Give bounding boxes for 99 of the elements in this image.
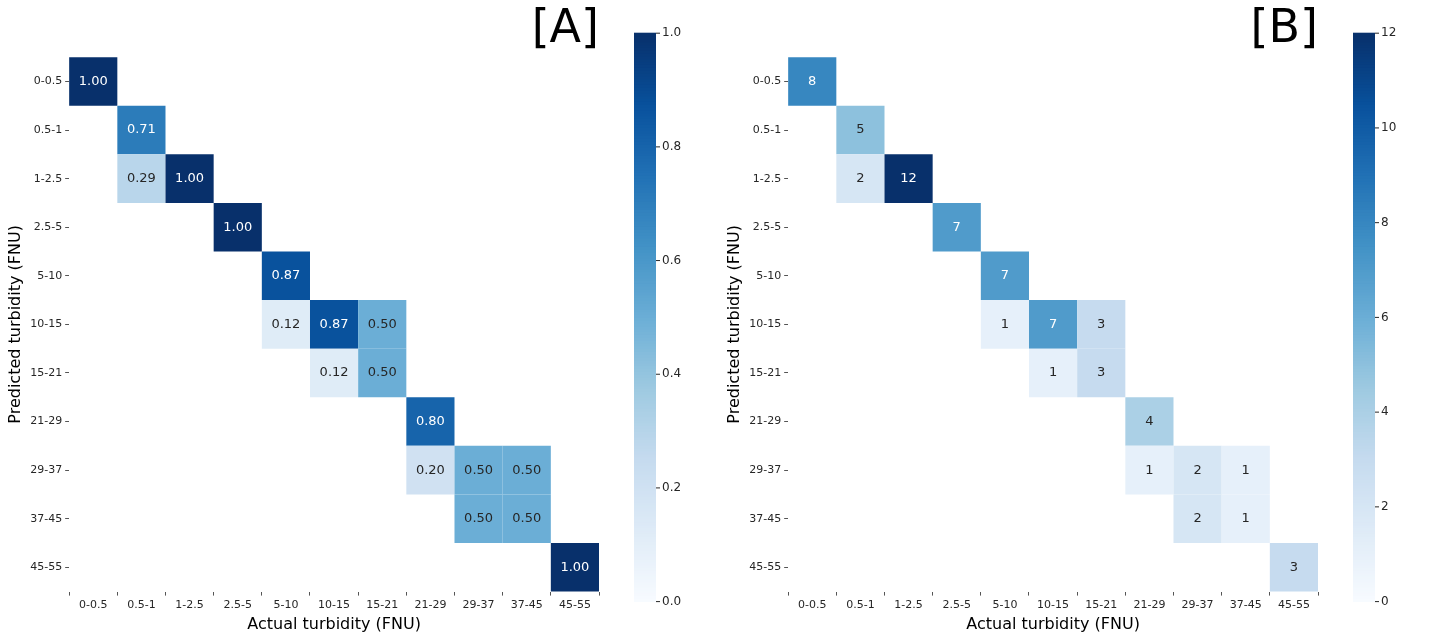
x-tick-label: 29-37 (462, 598, 495, 612)
y-tick-label: 0-0.5 (33, 74, 63, 88)
x-tick-label: 0-0.5 (79, 598, 108, 612)
y-tick-label: 5-10 (756, 268, 782, 282)
data-label: 0.12 (319, 364, 349, 380)
y-tick-label: 15-21 (30, 365, 63, 379)
y-tick-label: 0-0.5 (752, 74, 782, 88)
data-label: 3 (1289, 558, 1299, 574)
x-axis-title: Actual turbidity (FNU) (966, 613, 1140, 633)
y-tick-label: 45-55 (30, 560, 63, 574)
color-bar-label: 12 (1381, 25, 1397, 40)
color-bar-label: 0.0 (662, 593, 682, 608)
x-tick-label: 37-45 (510, 598, 543, 612)
y-axis-title: Predicted turbidity (FNU) (4, 225, 24, 424)
x-tick-label: 15-21 (366, 598, 399, 612)
x-tick-label: 5-10 (273, 598, 299, 612)
y-tick-label: 29-37 (749, 463, 782, 476)
data-label: 0.20 (415, 461, 445, 477)
color-bar-label: 6 (1381, 309, 1389, 324)
x-tick-label: 45-55 (1277, 598, 1310, 612)
x-tick-label: 1-2.5 (175, 598, 204, 612)
y-tick-label: 15-21 (749, 365, 782, 379)
data-label: 1 (1241, 510, 1250, 526)
color-bar-label: 0.4 (662, 366, 682, 381)
data-label: 5 (856, 121, 865, 137)
data-label: 1 (1000, 315, 1010, 331)
x-tick-label: 29-37 (1181, 598, 1214, 612)
data-label: 0.80 (415, 412, 445, 428)
chart-title: [A] (531, 0, 599, 53)
data-label: 7 (952, 218, 961, 234)
y-tick-label: 1-2.5 (33, 171, 63, 185)
data-label: 2 (1193, 510, 1202, 526)
color-bar-label: 4 (1381, 404, 1389, 419)
y-tick-label: 10-15 (749, 317, 782, 331)
y-tick-label: 2.5-5 (752, 220, 782, 234)
data-label: 1 (1048, 364, 1058, 380)
x-tick-label: 21-29 (1133, 598, 1166, 612)
data-label: 2 (856, 170, 865, 186)
data-label: 3 (1097, 315, 1106, 331)
x-tick-label: 37-45 (1229, 598, 1262, 612)
data-label: 8 (808, 72, 817, 88)
y-axis-title: Predicted turbidity (FNU) (723, 225, 743, 424)
data-label: 4 (1145, 412, 1154, 428)
data-label: 1.00 (175, 170, 205, 186)
data-label: 2 (1193, 461, 1202, 477)
y-tick-label: 2.5-5 (33, 220, 63, 234)
data-label: 0.87 (271, 267, 301, 283)
x-tick-label: 45-55 (558, 598, 591, 612)
y-tick-label: 5-10 (37, 268, 63, 282)
y-tick-label: 45-55 (749, 560, 782, 574)
data-label: 1.00 (560, 558, 590, 574)
y-tick-label: 29-37 (30, 463, 63, 476)
color-bar-label: 0.6 (662, 252, 682, 267)
data-label: 7 (1048, 315, 1058, 331)
x-tick-label: 2.5-5 (223, 598, 252, 612)
data-label: 7 (1000, 267, 1010, 283)
color-bar-label: 10 (1381, 120, 1397, 135)
data-label: 0.87 (319, 315, 349, 331)
y-tick-label: 1-2.5 (752, 171, 782, 185)
chart-title: [B] (1250, 0, 1318, 53)
color-bar-label: 1.0 (662, 25, 682, 40)
data-label: 0.50 (464, 461, 494, 477)
data-label: 1.00 (223, 218, 253, 234)
x-tick-label: 2.5-5 (942, 598, 971, 612)
x-tick-label: 0-0.5 (798, 598, 827, 612)
data-label: 12 (900, 170, 917, 186)
data-label: 0.50 (367, 315, 397, 331)
x-tick-label: 10-15 (1037, 598, 1070, 612)
x-axis-title: Actual turbidity (FNU) (247, 613, 421, 633)
color-bar-label: 2 (1381, 498, 1389, 513)
color-bar-label: 8 (1381, 214, 1389, 229)
data-label: 0.50 (512, 461, 542, 477)
y-tick-label: 0.5-1 (752, 122, 782, 136)
data-label: 0.50 (464, 510, 494, 526)
data-label: 0.29 (126, 170, 156, 186)
color-bar-label: 0 (1381, 593, 1389, 608)
data-label: 0.71 (126, 121, 156, 137)
x-tick-label: 21-29 (414, 598, 447, 612)
y-tick-label: 21-29 (30, 414, 63, 428)
data-label: 0.50 (367, 364, 397, 380)
y-tick-label: 37-45 (749, 511, 782, 525)
x-tick-label: 0.5-1 (127, 598, 156, 612)
y-tick-label: 0.5-1 (33, 122, 63, 136)
color-bar-label: 0.8 (662, 139, 682, 154)
data-label: 3 (1097, 364, 1106, 380)
x-tick-label: 1-2.5 (894, 598, 923, 612)
y-tick-label: 10-15 (30, 317, 63, 331)
y-tick-label: 37-45 (30, 511, 63, 525)
data-label: 0.50 (512, 510, 542, 526)
color-bar-label: 0.2 (662, 480, 682, 495)
data-label: 0.12 (271, 315, 301, 331)
data-label: 1 (1145, 461, 1154, 477)
x-tick-label: 0.5-1 (846, 598, 875, 612)
x-tick-label: 15-21 (1085, 598, 1118, 612)
x-tick-label: 5-10 (992, 598, 1018, 612)
data-label: 1.00 (78, 72, 108, 88)
data-label: 1 (1241, 461, 1250, 477)
x-tick-label: 10-15 (318, 598, 351, 612)
y-tick-label: 21-29 (749, 414, 782, 428)
